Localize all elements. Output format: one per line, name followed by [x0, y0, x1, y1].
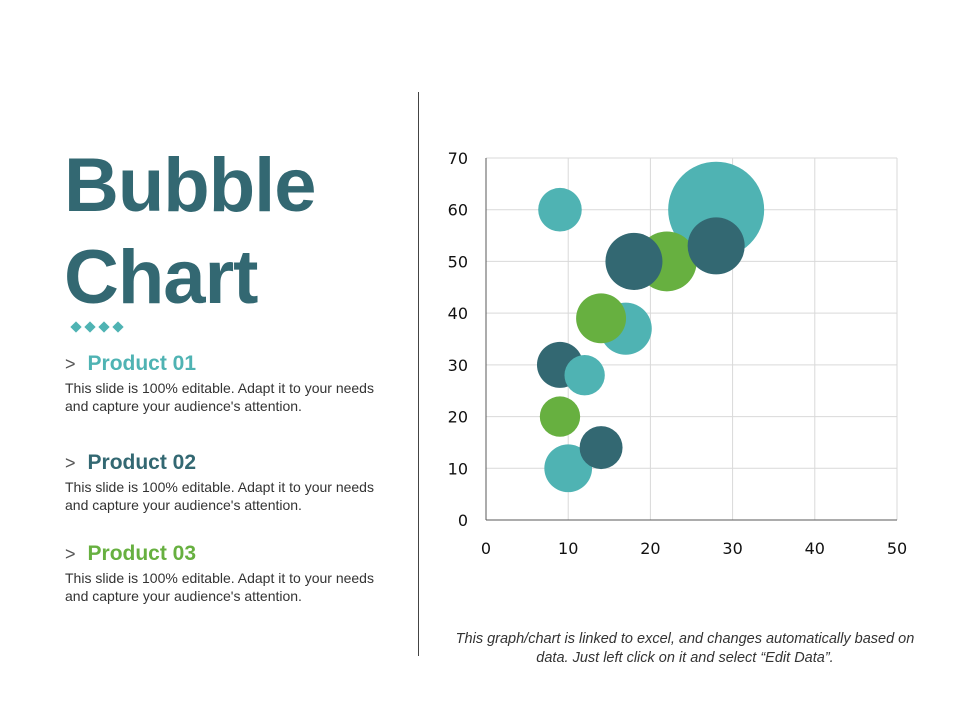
y-tick-label: 30: [448, 356, 468, 375]
bubble-product-02: [579, 426, 623, 470]
x-tick-label: 40: [805, 539, 825, 558]
product-03-block: > Product 03 This slide is 100% editable.…: [65, 541, 395, 605]
product-03-heading: Product 03: [87, 542, 197, 565]
chevron-right-icon: >: [65, 354, 76, 374]
x-tick-label: 50: [887, 539, 907, 558]
y-tick-label: 0: [458, 511, 468, 530]
bubble-product-01: [564, 355, 605, 396]
bubble-product-02: [687, 217, 745, 275]
product-02-description: This slide is 100% editable. Adapt it to…: [65, 479, 374, 513]
diamond-icon: [98, 321, 110, 333]
y-tick-label: 40: [448, 304, 468, 323]
product-02-heading: Product 02: [87, 451, 197, 474]
chevron-right-icon: >: [65, 453, 76, 473]
x-tick-label: 10: [558, 539, 578, 558]
x-tick-label: 20: [640, 539, 660, 558]
bubble-product-02: [605, 232, 663, 290]
decorative-diamond-dots: [70, 320, 124, 334]
x-tick-label: 0: [481, 539, 491, 558]
y-tick-label: 20: [448, 408, 468, 427]
chart-tick-labels: 0 10 20 30 40 50 0 10 20 30 40 50 60 70: [448, 149, 908, 558]
product-03-description: This slide is 100% editable. Adapt it to…: [65, 570, 374, 604]
y-tick-label: 50: [448, 252, 468, 271]
slide-title-line-2: Chart: [64, 235, 258, 320]
diamond-icon: [112, 321, 124, 333]
slide-title-line-1: Bubble: [64, 143, 317, 228]
chart-axes: [485, 158, 897, 521]
y-tick-label: 60: [448, 201, 468, 220]
product-01-description: This slide is 100% editable. Adapt it to…: [65, 380, 374, 414]
bubble-chart: 0 10 20 30 40 50 0 10 20 30 40 50 60 70: [448, 149, 908, 558]
product-01-heading: Product 01: [87, 352, 197, 375]
bubble-product-01: [538, 187, 582, 232]
product-02-block: > Product 02 This slide is 100% editable.…: [65, 450, 395, 514]
y-tick-label: 70: [448, 149, 468, 168]
chart-bubbles: [536, 161, 765, 493]
diamond-icon: [70, 321, 82, 333]
y-tick-label: 10: [448, 459, 468, 478]
x-tick-label: 30: [722, 539, 742, 558]
slide-title: Bubble Chart: [64, 140, 404, 324]
vertical-divider: [418, 92, 419, 656]
diamond-icon: [84, 321, 96, 333]
chart-footnote: This graph/chart is linked to excel, and…: [455, 631, 915, 666]
chevron-right-icon: >: [65, 544, 76, 564]
bubble-product-01: [544, 444, 593, 493]
bubble-product-03: [539, 396, 581, 437]
bubble-product-03: [576, 293, 627, 344]
product-01-block: > Product 01 This slide is 100% editable.…: [65, 351, 395, 415]
